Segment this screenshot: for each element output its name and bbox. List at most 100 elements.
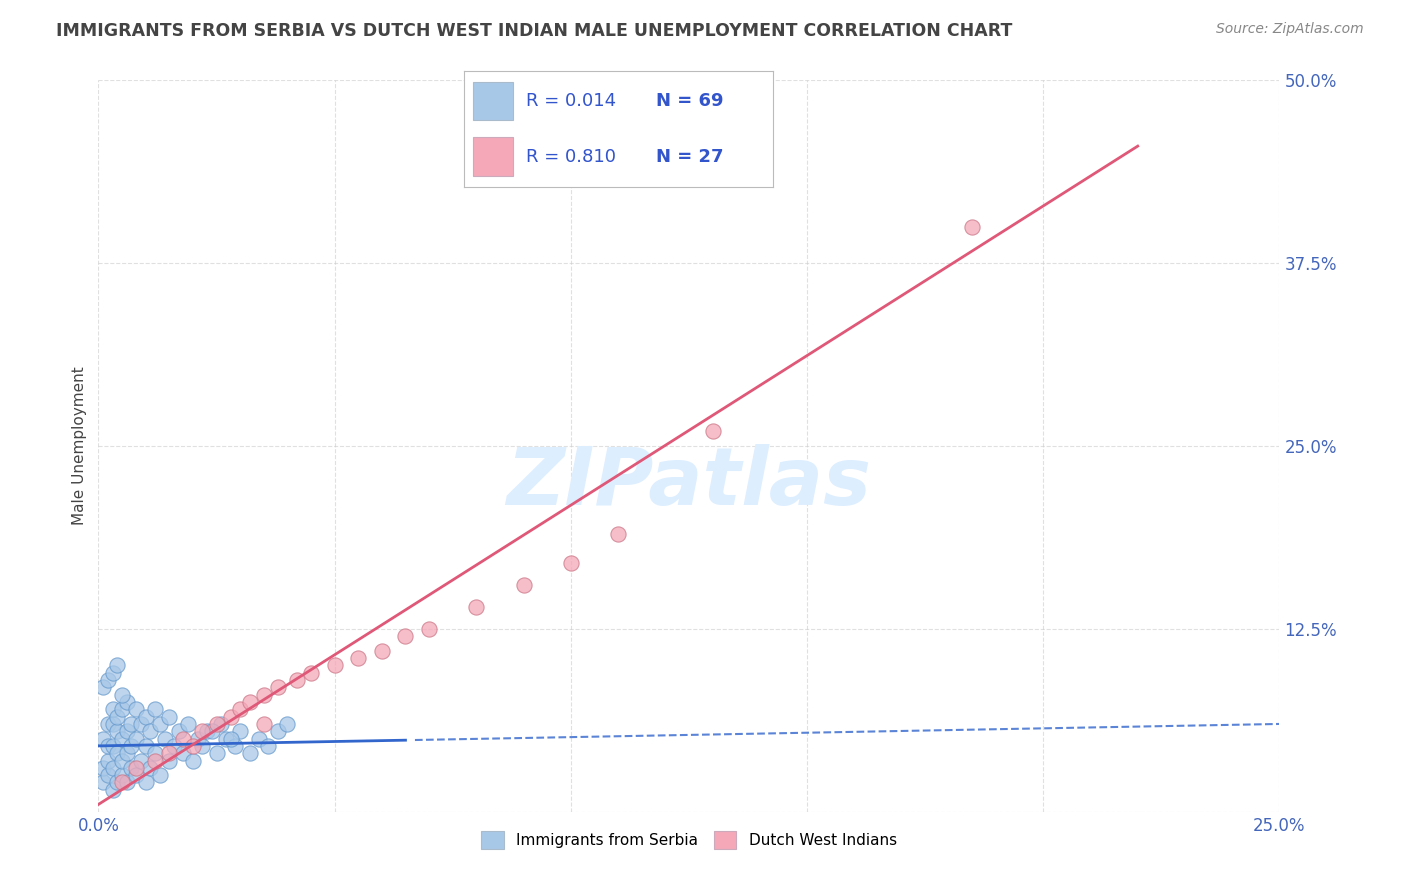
Point (111, 688, 134, 702)
Point (299, 665, 322, 680)
Point (205, 717, 228, 731)
Point (129, 717, 152, 731)
Point (253, 688, 276, 702)
Point (91, 775, 114, 789)
Y-axis label: Male Unemployment: Male Unemployment (72, 367, 87, 525)
Point (101, 665, 124, 680)
FancyBboxPatch shape (474, 137, 513, 176)
Point (115, 695, 138, 709)
Point (105, 746, 128, 760)
Point (229, 724, 252, 739)
Point (143, 702, 166, 716)
Point (209, 717, 232, 731)
Point (121, 717, 143, 731)
Point (201, 724, 224, 739)
Point (135, 775, 157, 789)
Point (157, 709, 180, 723)
Point (224, 739, 246, 753)
Point (97, 717, 120, 731)
Point (215, 731, 238, 746)
Point (181, 754, 204, 768)
Point (101, 739, 124, 753)
Point (111, 768, 134, 782)
Text: N = 27: N = 27 (655, 147, 723, 166)
Point (97, 673, 120, 687)
Point (125, 761, 148, 775)
Point (149, 768, 172, 782)
Point (962, 219, 984, 234)
Point (512, 578, 534, 592)
Point (267, 681, 290, 695)
Point (111, 775, 134, 789)
Point (125, 702, 148, 716)
Point (371, 644, 394, 658)
Point (172, 731, 194, 746)
Text: ZIPatlas: ZIPatlas (506, 443, 872, 522)
Text: R = 0.810: R = 0.810 (526, 147, 616, 166)
Point (105, 658, 128, 673)
Point (181, 739, 204, 753)
Point (276, 717, 298, 731)
Point (125, 731, 148, 746)
Point (560, 556, 582, 570)
Point (219, 709, 242, 723)
Point (195, 724, 218, 739)
Point (143, 754, 166, 768)
Point (115, 746, 138, 760)
Point (157, 746, 180, 760)
Point (607, 526, 630, 541)
Point (418, 622, 440, 636)
Point (91, 761, 114, 775)
Point (172, 746, 194, 760)
Text: Source: ZipAtlas.com: Source: ZipAtlas.com (1216, 22, 1364, 37)
Point (105, 775, 128, 789)
Point (91, 681, 114, 695)
Point (111, 702, 134, 716)
Point (101, 717, 124, 731)
Point (139, 761, 162, 775)
Point (394, 629, 416, 643)
Point (191, 739, 214, 753)
Point (239, 695, 262, 709)
Point (239, 746, 262, 760)
Point (105, 724, 128, 739)
Point (253, 717, 276, 731)
Point (143, 746, 166, 760)
Point (247, 731, 270, 746)
Point (97, 754, 120, 768)
Point (121, 761, 143, 775)
Point (135, 709, 157, 723)
Point (191, 724, 214, 739)
Point (129, 754, 152, 768)
Point (125, 768, 148, 782)
Point (323, 658, 346, 673)
Point (177, 717, 200, 731)
FancyBboxPatch shape (474, 82, 513, 120)
Point (257, 739, 280, 753)
Text: R = 0.014: R = 0.014 (526, 92, 616, 110)
Point (465, 599, 488, 614)
Point (115, 775, 138, 789)
Point (187, 731, 209, 746)
Point (115, 724, 138, 739)
Point (91, 731, 114, 746)
Point (219, 731, 242, 746)
Point (167, 724, 190, 739)
Point (267, 724, 290, 739)
Point (101, 782, 124, 797)
Point (101, 702, 124, 716)
Point (229, 702, 252, 716)
Point (101, 761, 124, 775)
Point (105, 709, 128, 723)
Point (163, 739, 186, 753)
Point (347, 651, 370, 665)
Point (149, 717, 172, 731)
Point (157, 754, 180, 768)
Text: N = 69: N = 69 (655, 92, 723, 110)
Point (111, 731, 134, 746)
Point (153, 731, 176, 746)
Point (205, 746, 228, 760)
Point (121, 739, 143, 753)
Text: IMMIGRANTS FROM SERBIA VS DUTCH WEST INDIAN MALE UNEMPLOYMENT CORRELATION CHART: IMMIGRANTS FROM SERBIA VS DUTCH WEST IND… (56, 22, 1012, 40)
Point (97, 739, 120, 753)
